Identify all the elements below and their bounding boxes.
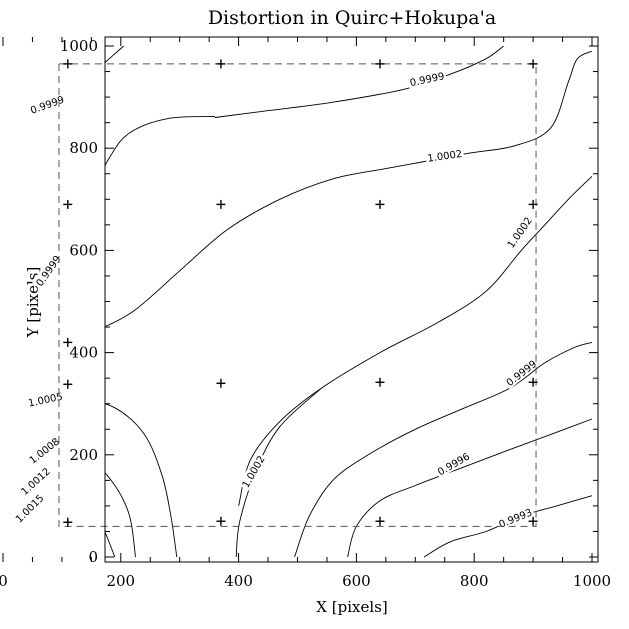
contour-label: 1.0002 bbox=[427, 149, 463, 165]
y-tick-label: 1000 bbox=[60, 37, 98, 55]
contour-line bbox=[105, 50, 593, 327]
plus-marker bbox=[375, 377, 385, 387]
plus-marker bbox=[216, 199, 226, 209]
plus-marker bbox=[528, 59, 538, 69]
field-of-view-box bbox=[58, 63, 537, 527]
contour-label-bg bbox=[425, 146, 465, 164]
x-tick-label: 200 bbox=[106, 572, 135, 590]
contour-label-bg bbox=[27, 92, 67, 117]
contour-label-bg bbox=[433, 448, 473, 479]
contour-label-bg bbox=[25, 433, 63, 467]
contour-label-bg bbox=[495, 505, 536, 531]
plot-frame bbox=[104, 36, 599, 563]
plus-marker bbox=[375, 199, 385, 209]
x-tick-label: 800 bbox=[460, 572, 489, 590]
contour-label-bg bbox=[11, 490, 47, 526]
y-tick-label: 200 bbox=[69, 446, 98, 464]
contour-line bbox=[105, 530, 116, 558]
contour-label-bg bbox=[16, 463, 54, 499]
contour-line bbox=[347, 418, 593, 558]
contour-lines bbox=[3, 45, 593, 558]
axis-tick-labels: 0 200 400 600 800 1000 0 200 400 600 800 1000 bbox=[0, 37, 611, 590]
y-tick-label: 400 bbox=[69, 344, 98, 362]
x-tick-label: 1000 bbox=[573, 572, 611, 590]
x-tick-label: 400 bbox=[224, 572, 253, 590]
plus-marker bbox=[216, 516, 226, 526]
field-of-view-layer bbox=[58, 63, 537, 527]
y-tick-label: 600 bbox=[69, 241, 98, 259]
contour-line bbox=[3, 526, 53, 557]
plus-marker bbox=[528, 377, 538, 387]
contour-line bbox=[214, 45, 504, 118]
contour-label: 0.9996 bbox=[436, 451, 472, 478]
plus-marker bbox=[528, 516, 538, 526]
plus-marker bbox=[63, 517, 73, 527]
y-tick-label: 0 bbox=[88, 548, 98, 566]
contour-label-bg bbox=[25, 389, 66, 409]
contour-label-bg bbox=[407, 68, 447, 89]
contour-line bbox=[105, 45, 125, 63]
contour-label: 1.0002 bbox=[241, 454, 268, 490]
contour-line bbox=[294, 341, 593, 558]
contour-label: 1.0015 bbox=[14, 493, 47, 526]
plus-marker bbox=[216, 59, 226, 69]
contour-label: 0.9993 bbox=[498, 507, 535, 530]
contour-label: 1.0005 bbox=[27, 392, 64, 410]
contour-label-bg bbox=[503, 213, 535, 252]
contour-label-bg bbox=[32, 251, 64, 290]
contour-line bbox=[3, 542, 30, 557]
markers bbox=[63, 59, 538, 527]
plus-marker bbox=[63, 59, 73, 69]
plus-marker bbox=[216, 378, 226, 388]
x-axis-label: X [pixels] bbox=[316, 598, 387, 616]
plus-marker bbox=[375, 59, 385, 69]
contour-label: 0.9999 bbox=[409, 71, 446, 89]
plus-marker bbox=[63, 199, 73, 209]
contour-label-bg bbox=[502, 356, 540, 390]
contour-line bbox=[105, 403, 178, 558]
x-tick-label: 600 bbox=[342, 572, 371, 590]
x-tick-label: 0 bbox=[0, 572, 8, 590]
plus-marker bbox=[63, 337, 73, 347]
chart-title: Distortion in Quirc+Hokupa'a bbox=[208, 7, 496, 29]
axis-ticks bbox=[2, 37, 598, 562]
contour-line bbox=[105, 472, 136, 558]
plus-marker bbox=[63, 379, 73, 389]
plus-marker bbox=[375, 516, 385, 526]
contour-line bbox=[238, 175, 593, 507]
contour-label-bg bbox=[238, 451, 268, 491]
plus-marker bbox=[528, 199, 538, 209]
y-tick-label: 800 bbox=[69, 139, 98, 157]
contour-line bbox=[105, 116, 216, 167]
